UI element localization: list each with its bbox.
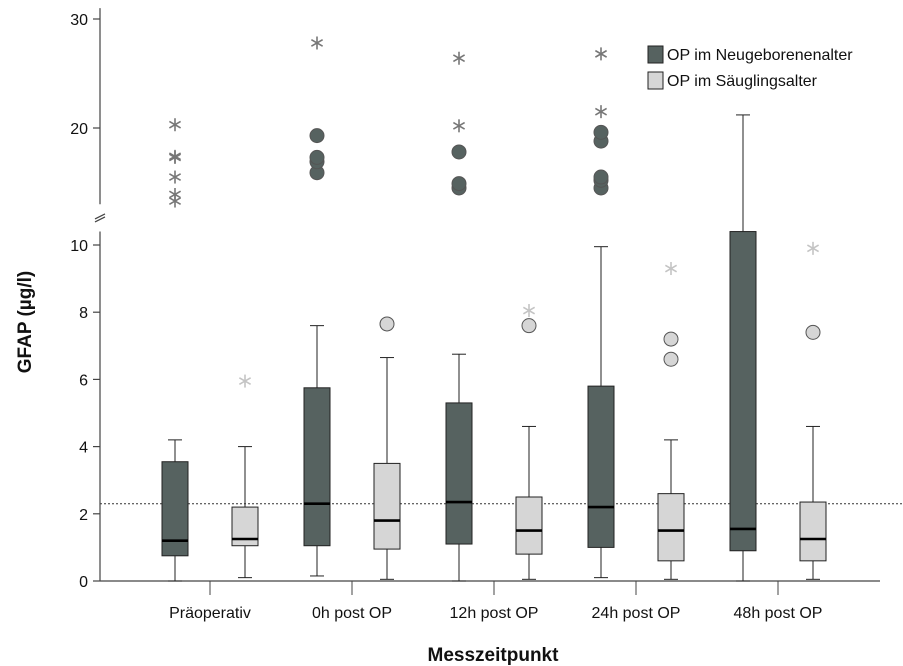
box-group	[588, 47, 614, 577]
outlier-point	[594, 125, 608, 139]
extreme-marker	[169, 150, 180, 163]
y-tick-label: 2	[79, 507, 88, 524]
axes: 0 2 4 6 8 10 20 30 Präoperativ 0h post OP 12h post…	[70, 8, 880, 622]
x-tick-label: 0h post OP	[312, 605, 392, 622]
box-group	[446, 52, 472, 581]
y-tick-label: 4	[79, 440, 88, 457]
extreme-marker	[595, 105, 606, 118]
legend-swatch	[648, 72, 663, 89]
outlier-point	[522, 319, 536, 333]
box-group	[304, 36, 330, 575]
box-group	[800, 242, 826, 579]
y-tick-label: 30	[70, 12, 88, 29]
box	[446, 403, 472, 544]
outlier-point	[594, 170, 608, 184]
extreme-marker	[239, 375, 250, 388]
extreme-marker	[595, 47, 606, 60]
box-group	[232, 375, 258, 578]
box-group	[516, 304, 542, 579]
y-tick-label: 20	[70, 121, 88, 138]
x-tick-label: Präoperativ	[169, 605, 251, 622]
y-tick-label: 0	[79, 574, 88, 591]
extreme-marker	[453, 119, 464, 132]
y-tick-label: 10	[70, 238, 88, 255]
x-tick-label: 24h post OP	[592, 605, 681, 622]
box	[658, 494, 684, 561]
box	[304, 388, 330, 546]
extreme-marker	[807, 242, 818, 255]
box	[730, 232, 756, 551]
outlier-point	[806, 325, 820, 339]
box-group	[658, 262, 684, 579]
legend: OP im Neugeborenenalter OP im Säuglingsal…	[648, 46, 853, 90]
box-group	[162, 118, 188, 581]
extreme-marker	[665, 262, 676, 275]
box	[800, 502, 826, 561]
y-tick-label: 6	[79, 372, 88, 389]
extreme-marker	[169, 118, 180, 131]
box-group	[730, 115, 756, 581]
x-tick-label: 12h post OP	[450, 605, 539, 622]
extreme-marker	[523, 304, 534, 317]
box-series	[162, 36, 826, 581]
outlier-point	[310, 129, 324, 143]
extreme-marker	[311, 36, 322, 49]
outlier-point	[664, 332, 678, 346]
legend-label: OP im Neugeborenenalter	[667, 47, 853, 64]
y-tick-label: 8	[79, 305, 88, 322]
outlier-point	[452, 145, 466, 159]
extreme-marker	[453, 52, 464, 65]
outlier-point	[452, 177, 466, 191]
box-group	[374, 317, 400, 579]
outlier-point	[380, 317, 394, 331]
x-tick-label: 48h post OP	[734, 605, 823, 622]
y-axis-title: GFAP (µg/l)	[15, 271, 36, 373]
outlier-point	[310, 150, 324, 164]
outlier-point	[664, 352, 678, 366]
box	[588, 386, 614, 547]
box	[516, 497, 542, 554]
extreme-marker	[169, 171, 180, 184]
box	[374, 463, 400, 549]
x-axis-title: Messzeitpunkt	[428, 645, 560, 666]
legend-swatch	[648, 46, 663, 63]
legend-label: OP im Säuglingsalter	[667, 73, 818, 90]
